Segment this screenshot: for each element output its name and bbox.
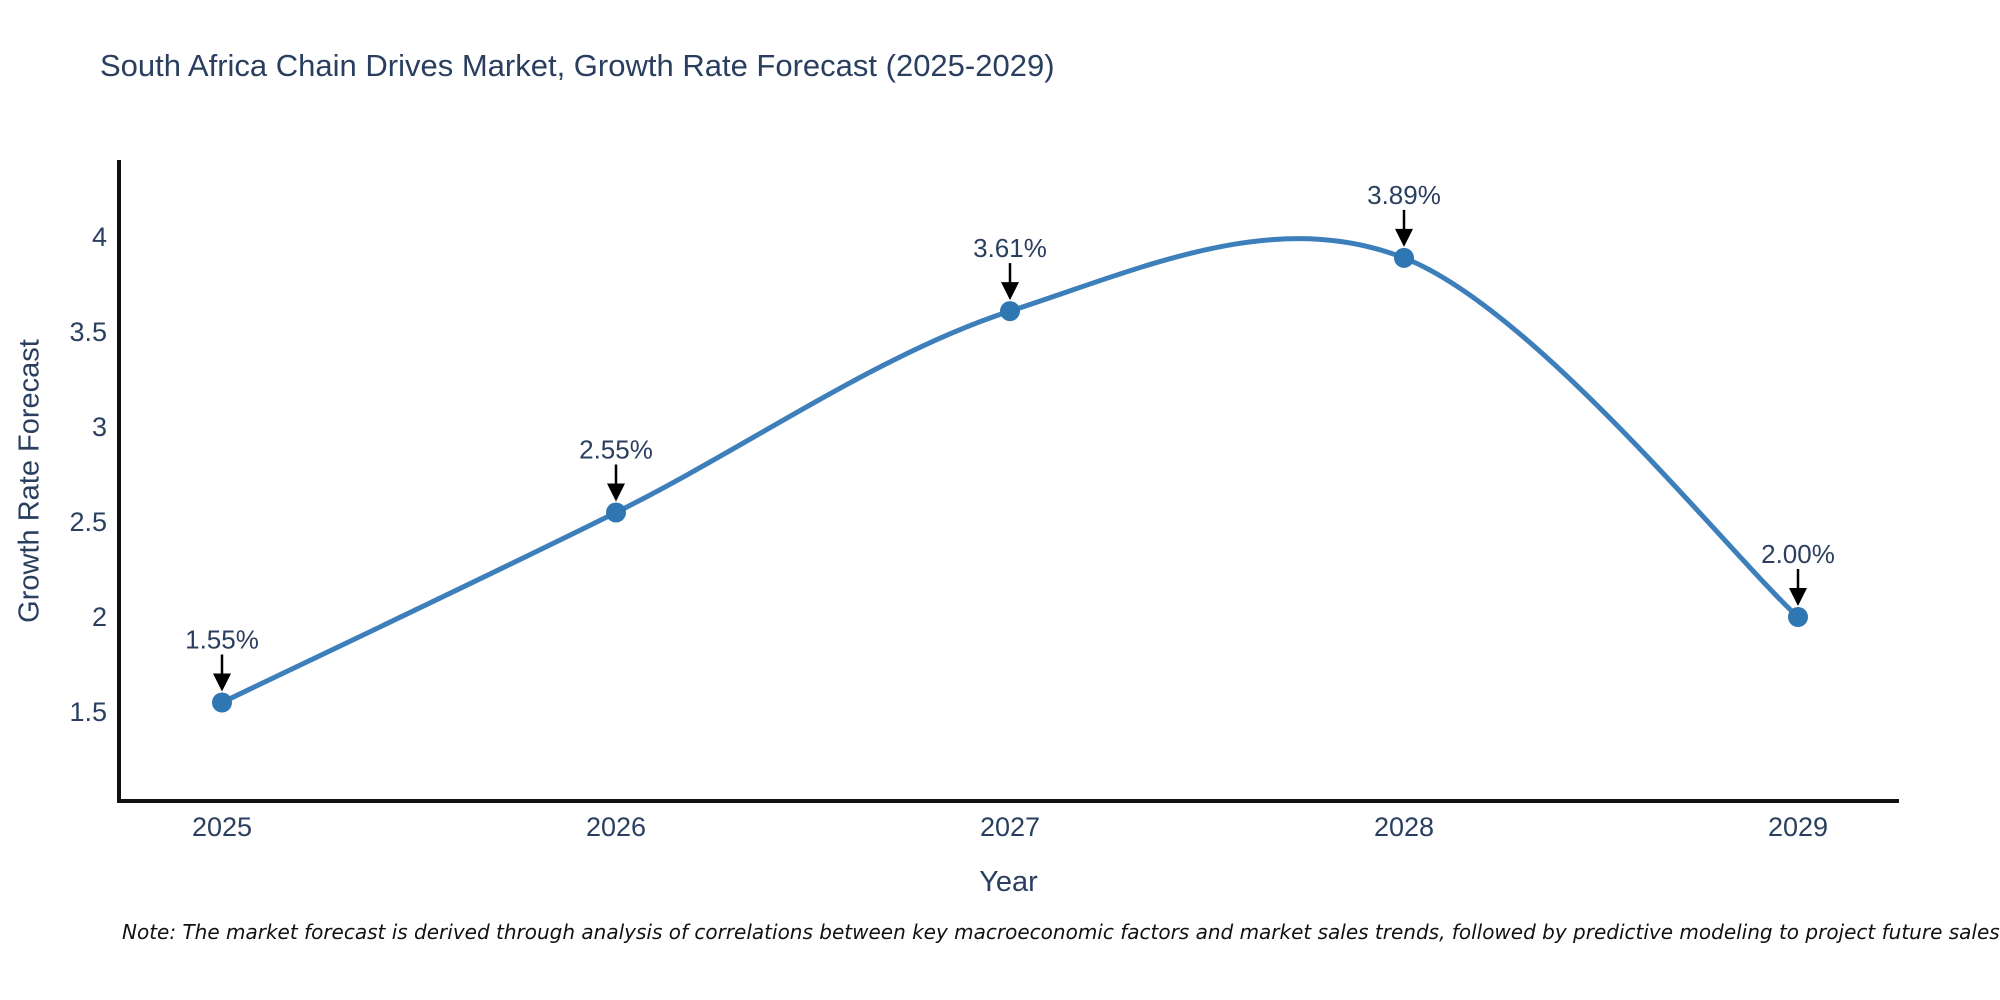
annotation-arrow-head-icon [1789, 588, 1807, 606]
point-annotation-label: 2.00% [1761, 539, 1835, 569]
x-tick-label: 2028 [1374, 812, 1434, 842]
data-point[interactable] [212, 692, 232, 713]
data-point[interactable] [1394, 247, 1414, 268]
point-annotation-label: 1.55% [185, 625, 259, 655]
data-point[interactable] [1788, 607, 1808, 627]
y-tick-label: 4 [92, 222, 107, 252]
y-tick-label: 3 [92, 412, 107, 442]
x-tick-label: 2025 [192, 812, 252, 842]
chart-title: South Africa Chain Drives Market, Growth… [100, 48, 1055, 83]
footnote: Note: The market forecast is derived thr… [122, 920, 2000, 944]
point-annotation-label: 3.89% [1367, 180, 1441, 210]
x-tick-label: 2029 [1768, 812, 1828, 842]
x-tick-label: 2027 [980, 812, 1040, 842]
annotation-arrow-head-icon [213, 673, 231, 692]
y-tick-label: 2.5 [69, 507, 107, 537]
y-tick-label: 2 [92, 602, 107, 632]
annotation-arrow-head-icon [1001, 282, 1019, 301]
x-tick-label: 2026 [586, 812, 646, 842]
point-annotation-label: 3.61% [973, 233, 1047, 263]
annotation-arrow-head-icon [607, 483, 625, 502]
x-axis-title: Year [979, 866, 1038, 898]
data-point[interactable] [606, 502, 626, 523]
annotation-arrow-head-icon [1395, 228, 1413, 247]
data-point[interactable] [1000, 301, 1020, 322]
y-tick-label: 3.5 [69, 317, 107, 347]
point-annotation-label: 2.55% [579, 435, 653, 465]
y-tick-label: 1.5 [69, 697, 107, 727]
